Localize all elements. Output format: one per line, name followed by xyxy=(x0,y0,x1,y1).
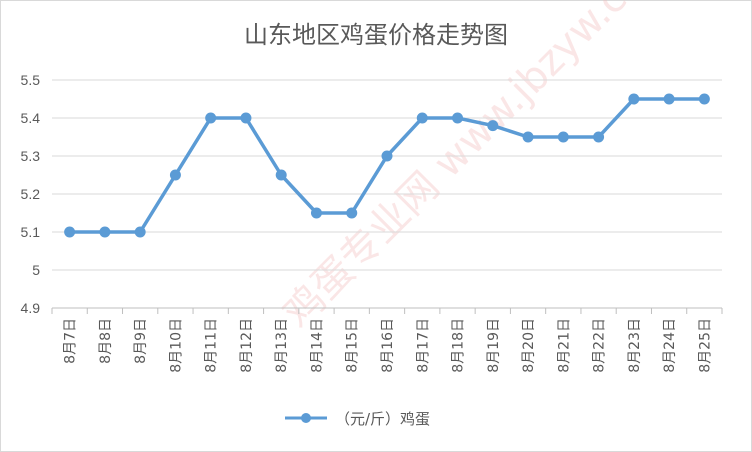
data-point xyxy=(310,207,322,219)
x-tick-label: 8月17日 xyxy=(415,318,431,373)
watermark-text: 鸡蛋专业网 www.jbzyw.com xyxy=(275,0,681,337)
x-axis-ticks: 8月7日 8月8日 8月9日 8月10日 8月11日 8月12日 8月13日 8月14日 8月1… xyxy=(51,308,723,373)
y-tick-label: 5.4 xyxy=(21,110,41,126)
x-tick-label: 8月23日 xyxy=(627,318,643,373)
x-tick-label: 8月12日 xyxy=(239,318,255,373)
series-layer xyxy=(64,93,710,238)
x-tick-label: 8月8日 xyxy=(98,318,114,364)
data-point xyxy=(557,131,569,143)
data-point xyxy=(205,112,217,124)
data-point xyxy=(346,207,358,219)
x-tick-label: 8月13日 xyxy=(274,318,290,373)
data-point xyxy=(99,226,111,238)
data-point xyxy=(593,131,605,143)
x-tick-label: 8月24日 xyxy=(662,318,678,373)
legend-marker-swatch xyxy=(301,413,311,423)
legend-label: （元/斤）鸡蛋 xyxy=(335,410,430,428)
data-point xyxy=(134,226,146,238)
legend: （元/斤）鸡蛋 xyxy=(285,410,430,428)
data-point xyxy=(240,112,252,124)
data-point xyxy=(698,93,710,105)
x-tick-label: 8月7日 xyxy=(63,318,79,364)
y-axis-ticks: 4.9 5 5.1 5.2 5.3 5.4 5.5 xyxy=(21,72,41,316)
data-point xyxy=(381,150,393,162)
x-tick-label: 8月9日 xyxy=(133,318,149,364)
data-point xyxy=(169,169,181,181)
data-point xyxy=(628,93,640,105)
x-tick-label: 8月19日 xyxy=(486,318,502,373)
data-point xyxy=(663,93,675,105)
data-point xyxy=(452,112,464,124)
x-tick-label: 8月16日 xyxy=(380,318,396,373)
x-tick-label: 8月10日 xyxy=(168,318,184,373)
y-tick-label: 5.3 xyxy=(21,148,41,164)
x-tick-label: 8月20日 xyxy=(521,318,537,373)
data-point xyxy=(416,112,428,124)
y-tick-label: 4.9 xyxy=(21,300,41,316)
x-tick-label: 8月11日 xyxy=(204,318,220,373)
y-tick-label: 5.5 xyxy=(21,72,41,88)
x-tick-label: 8月14日 xyxy=(309,318,325,373)
chart-title: 山东地区鸡蛋价格走势图 xyxy=(244,21,508,49)
y-tick-label: 5 xyxy=(32,262,40,278)
x-tick-label: 8月15日 xyxy=(345,318,361,373)
data-point xyxy=(522,131,534,143)
data-point xyxy=(275,169,287,181)
y-tick-label: 5.2 xyxy=(21,186,41,202)
y-tick-label: 5.1 xyxy=(21,224,41,240)
x-tick-label: 8月18日 xyxy=(451,318,467,373)
data-point xyxy=(487,120,499,132)
x-tick-label: 8月22日 xyxy=(592,318,608,373)
x-tick-label: 8月25日 xyxy=(697,318,713,373)
x-tick-label: 8月21日 xyxy=(556,318,572,373)
data-point xyxy=(64,226,76,238)
